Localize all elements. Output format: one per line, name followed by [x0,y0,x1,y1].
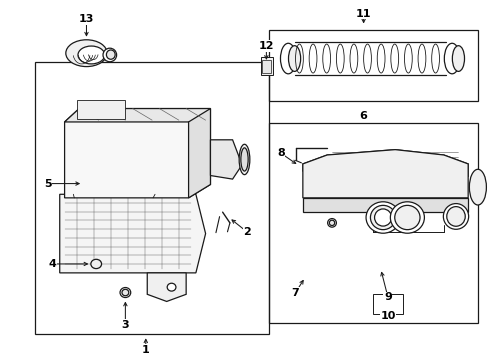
Polygon shape [302,150,467,198]
Ellipse shape [66,40,107,67]
Polygon shape [60,194,205,273]
Bar [35,62,268,334]
Bar [77,100,125,119]
Bar [92,261,100,266]
Text: 10: 10 [380,311,395,321]
Text: 4: 4 [48,259,56,269]
Text: 11: 11 [355,9,370,19]
Text: 13: 13 [79,14,94,24]
Ellipse shape [106,50,115,59]
Ellipse shape [446,207,464,226]
Text: 12: 12 [258,41,274,51]
Ellipse shape [327,219,336,227]
Text: 6: 6 [359,111,367,121]
Ellipse shape [239,144,249,175]
Ellipse shape [443,203,468,229]
Text: 9: 9 [383,292,391,302]
Bar [268,123,477,323]
Polygon shape [64,109,210,122]
Text: 3: 3 [122,320,129,330]
Polygon shape [64,109,210,198]
Ellipse shape [394,205,419,230]
Bar [268,30,477,102]
Bar [262,60,270,73]
Text: 5: 5 [44,179,51,189]
Ellipse shape [78,46,104,64]
Ellipse shape [280,43,295,74]
Ellipse shape [366,202,399,233]
Ellipse shape [329,220,334,226]
Text: 7: 7 [291,288,299,297]
Polygon shape [302,198,467,212]
Ellipse shape [91,259,102,269]
Text: 2: 2 [243,227,250,237]
Ellipse shape [374,209,391,226]
Ellipse shape [468,169,486,205]
Text: 8: 8 [277,148,284,158]
Polygon shape [210,140,242,179]
Bar [260,57,272,75]
Ellipse shape [241,148,247,171]
Ellipse shape [389,202,424,233]
Polygon shape [188,109,210,198]
Ellipse shape [370,205,395,230]
Ellipse shape [167,283,176,291]
Bar [372,294,402,314]
Ellipse shape [444,43,459,74]
Polygon shape [147,273,186,301]
Polygon shape [302,150,467,185]
Ellipse shape [103,48,116,62]
Ellipse shape [451,46,464,71]
Ellipse shape [288,46,300,71]
Text: 1: 1 [142,345,149,355]
Ellipse shape [120,288,130,297]
Ellipse shape [122,289,128,296]
